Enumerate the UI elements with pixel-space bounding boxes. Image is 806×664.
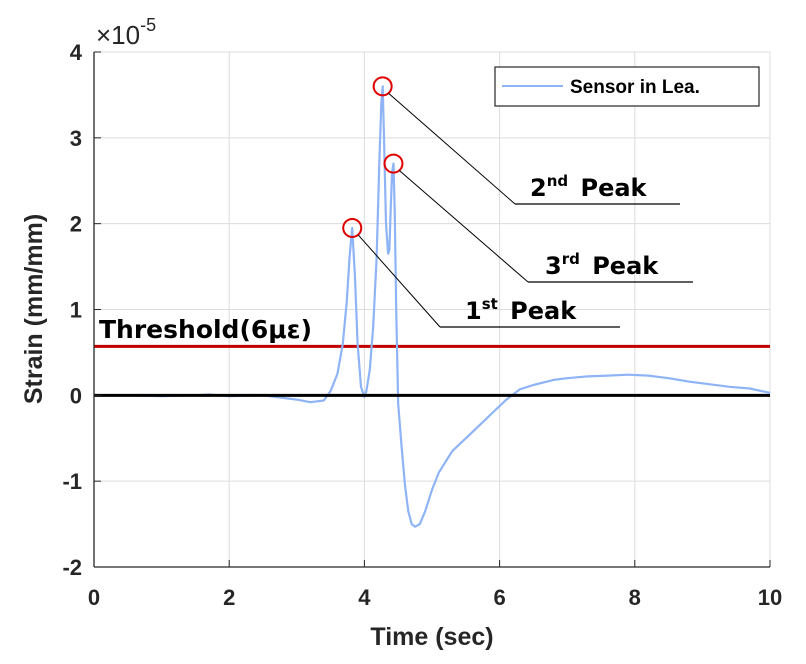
- x-tick-label: 10: [758, 585, 782, 610]
- peak-label-2: 2nd Peak: [530, 172, 648, 202]
- series-layer: [94, 85, 771, 528]
- exp-times: ×10: [96, 20, 140, 50]
- y-tick-label: 3: [70, 126, 82, 151]
- peak-ordinal-suffix: nd: [547, 172, 568, 190]
- y-tick-label: -1: [62, 469, 82, 494]
- x-tick-label: 2: [223, 585, 235, 610]
- axes: [93, 51, 771, 568]
- exp-power: -5: [140, 15, 156, 35]
- series-line-sensor-in-lea: [94, 85, 771, 528]
- grid: [93, 51, 771, 568]
- y-tick-label: -2: [62, 555, 82, 580]
- tick-labels: 0 2 4 6 8 10 -2 -1 0 1 2 3 4: [62, 40, 782, 610]
- x-tick-label: 4: [358, 585, 371, 610]
- y-tick-label: 0: [70, 383, 82, 408]
- y-tick-label: 4: [70, 40, 83, 65]
- peak-label-3: 3rd Peak: [545, 250, 659, 280]
- peak-label-1: 1st Peak: [465, 295, 577, 325]
- peak-ordinal-suffix: st: [482, 295, 498, 313]
- peak-leader-line-3: [399, 170, 529, 283]
- peak-ordinal-suffix: rd: [562, 250, 580, 268]
- y-tick-label: 1: [70, 298, 82, 323]
- peak-leader-line-2: [388, 92, 516, 205]
- legend-entry-label: Sensor in Lea.: [570, 77, 700, 98]
- y-tick-label: 2: [70, 212, 82, 237]
- peak-marker-3: [383, 153, 404, 174]
- peak-number: 3: [545, 252, 562, 280]
- threshold-label: Threshold(6με): [99, 315, 312, 344]
- x-axis-label: Time (sec): [370, 623, 493, 651]
- x-tick-label: 0: [88, 585, 100, 610]
- peak-marker-2: [372, 76, 393, 97]
- x-tick-label: 6: [493, 585, 505, 610]
- peak-word: Peak: [502, 297, 577, 325]
- peak-word: Peak: [572, 174, 647, 202]
- legend: Sensor in Lea.: [494, 66, 760, 107]
- peak-number: 2: [530, 174, 547, 202]
- peak-word: Peak: [584, 252, 659, 280]
- peak-marker-1: [342, 217, 363, 238]
- y-exponent-label: ×10-5: [96, 15, 156, 50]
- y-axis-label: Strain (mm/mm): [20, 214, 48, 404]
- peak-leader-line-1: [357, 234, 441, 328]
- x-tick-label: 8: [629, 585, 641, 610]
- peak-number: 1: [465, 297, 482, 325]
